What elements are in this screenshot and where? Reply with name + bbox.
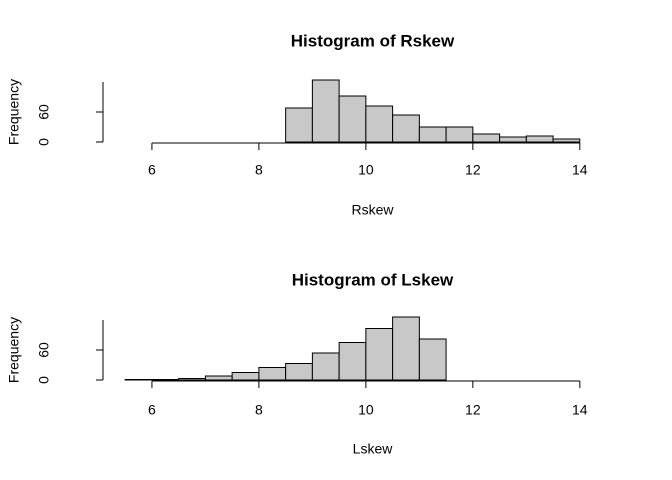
bar	[338, 342, 367, 381]
bar	[418, 338, 447, 381]
bar	[204, 375, 233, 381]
y-tick-label: 60	[36, 342, 52, 358]
bar	[311, 352, 340, 381]
x-tick-label: 14	[572, 162, 588, 178]
bar	[472, 133, 501, 143]
x-tick-label: 6	[148, 402, 156, 418]
bar	[178, 378, 206, 381]
bar	[365, 328, 394, 381]
x-tick-label: 8	[255, 402, 263, 418]
bar	[525, 135, 554, 143]
bar	[445, 126, 474, 143]
x-tick-label: 6	[148, 162, 156, 178]
bar	[552, 138, 581, 143]
bar	[124, 379, 153, 381]
x-tick-label: 14	[572, 402, 588, 418]
x-tick-label: 10	[358, 162, 374, 178]
bar	[365, 105, 394, 143]
bar	[151, 379, 180, 381]
bar	[392, 316, 420, 381]
x-tick-label: 8	[255, 162, 263, 178]
x-tick-label: 12	[465, 162, 481, 178]
x-axis-label: Lskew	[353, 441, 394, 457]
bar	[392, 114, 420, 143]
y-axis-label: Frequency	[6, 79, 22, 145]
bar	[311, 79, 340, 143]
y-tick-label: 60	[36, 104, 52, 120]
bar	[285, 363, 313, 381]
x-tick-label: 10	[358, 402, 374, 418]
chart-title: Histogram of Rskew	[291, 31, 455, 50]
bar	[231, 372, 260, 381]
bar	[258, 367, 287, 381]
y-tick-label: 0	[36, 376, 52, 384]
y-axis-label: Frequency	[6, 317, 22, 383]
bar	[338, 95, 367, 143]
y-tick-label: 0	[36, 138, 52, 146]
bar	[285, 107, 313, 143]
x-axis-label: Rskew	[351, 202, 394, 218]
chart-title: Histogram of Lskew	[292, 270, 454, 289]
x-tick-label: 12	[465, 402, 481, 418]
bar	[499, 136, 527, 143]
bar	[418, 126, 447, 143]
